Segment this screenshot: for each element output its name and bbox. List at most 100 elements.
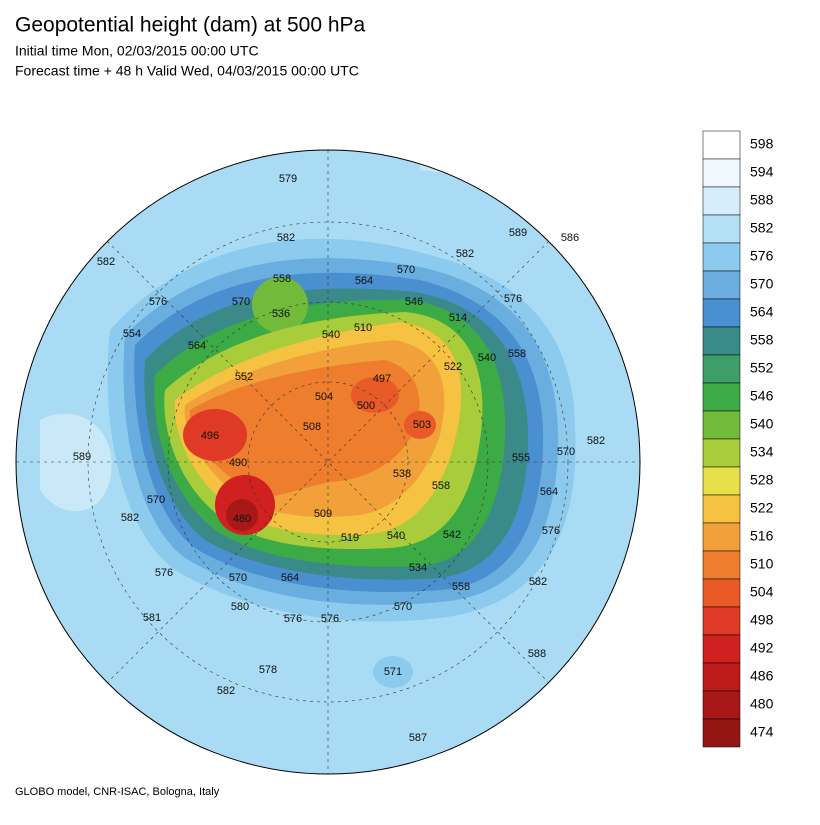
contour-label: 480 bbox=[233, 513, 251, 525]
contour-label: 588 bbox=[528, 648, 546, 660]
colorbar-label: 504 bbox=[750, 584, 774, 600]
contour-label: 571 bbox=[384, 666, 402, 678]
contour-label: 582 bbox=[277, 232, 295, 244]
colorbar-swatch bbox=[702, 354, 741, 384]
contour-label: 509 bbox=[314, 508, 332, 520]
contour-label: 552 bbox=[235, 371, 253, 383]
contour-label: 576 bbox=[542, 525, 560, 537]
initial-time: Initial time Mon, 02/03/2015 00:00 UTC bbox=[15, 43, 259, 59]
colorbar-label: 516 bbox=[750, 528, 774, 544]
contour-label: 576 bbox=[284, 613, 302, 625]
contour-label: 558 bbox=[432, 480, 450, 492]
contour-label: 582 bbox=[217, 685, 235, 697]
contour-label: 582 bbox=[529, 576, 547, 588]
colorbar-swatch bbox=[702, 214, 741, 244]
contour-label: 564 bbox=[281, 572, 299, 584]
contour-label: 504 bbox=[315, 391, 333, 403]
colorbar-swatch bbox=[702, 326, 741, 356]
colorbar-swatch bbox=[702, 522, 741, 552]
contour-label: 558 bbox=[273, 273, 291, 285]
colorbar-swatch bbox=[702, 382, 741, 412]
contour-label: 542 bbox=[443, 529, 461, 541]
contour-label: 578 bbox=[259, 664, 277, 676]
contour-label: 582 bbox=[456, 248, 474, 260]
colorbar-swatch bbox=[702, 494, 741, 524]
colorbar: 598 594 588 582 576 570 564 558 552 546 540 534 528 5… bbox=[702, 130, 774, 748]
colorbar-swatch bbox=[702, 466, 741, 496]
colorbar-label: 474 bbox=[750, 724, 774, 740]
colorbar-swatch bbox=[702, 270, 741, 300]
contour-label: 570 bbox=[557, 446, 575, 458]
footer: GLOBO model, CNR-ISAC, Bologna, Italy bbox=[15, 786, 220, 798]
colorbar-swatch bbox=[702, 242, 741, 272]
contour-label: 497 bbox=[373, 373, 391, 385]
colorbar-label: 540 bbox=[750, 416, 774, 432]
contour-label: 589 bbox=[509, 227, 527, 239]
contour-label: 576 bbox=[504, 293, 522, 305]
contour-label: 582 bbox=[121, 512, 139, 524]
colorbar-label: 486 bbox=[750, 668, 774, 684]
colorbar-label: 546 bbox=[750, 388, 774, 404]
contour-label: 555 bbox=[512, 452, 530, 464]
contour-label: 564 bbox=[355, 275, 373, 287]
contour-label: 576 bbox=[149, 296, 167, 308]
contour-label: 570 bbox=[147, 494, 165, 506]
contour-label: 582 bbox=[587, 435, 605, 447]
map-border bbox=[15, 149, 641, 775]
contour-label: 589 bbox=[73, 451, 91, 463]
contour-label: 570 bbox=[397, 264, 415, 276]
contour-label: 496 bbox=[201, 430, 219, 442]
colorbar-swatch bbox=[702, 158, 741, 188]
colorbar-swatch bbox=[702, 410, 741, 440]
contour-label: 554 bbox=[123, 328, 141, 340]
contour-label: 581 bbox=[143, 612, 161, 624]
colorbar-label: 588 bbox=[750, 192, 774, 208]
colorbar-label: 480 bbox=[750, 696, 774, 712]
colorbar-swatch bbox=[702, 662, 741, 692]
contour-label: 586 bbox=[561, 232, 579, 244]
contour-label: 564 bbox=[540, 486, 558, 498]
contour-label: 534 bbox=[409, 562, 427, 574]
contour-label: 558 bbox=[452, 581, 470, 593]
colorbar-swatch bbox=[702, 186, 741, 216]
contour-label: 540 bbox=[387, 530, 405, 542]
contour-label: 587 bbox=[409, 732, 427, 744]
colorbar-swatch bbox=[702, 634, 741, 664]
colorbar-label: 576 bbox=[750, 248, 774, 264]
contour-label: 540 bbox=[478, 352, 496, 364]
colorbar-label: 564 bbox=[750, 304, 774, 320]
colorbar-swatch bbox=[702, 690, 741, 720]
colorbar-label: 528 bbox=[750, 472, 774, 488]
colorbar-label: 594 bbox=[750, 164, 774, 180]
colorbar-swatch bbox=[702, 438, 741, 468]
contour-label: 580 bbox=[231, 601, 249, 613]
colorbar-label: 534 bbox=[750, 444, 774, 460]
contour-label: 558 bbox=[508, 348, 526, 360]
contour-label: 536 bbox=[272, 308, 290, 320]
title: Geopotential height (dam) at 500 hPa bbox=[15, 14, 366, 37]
contour-label: 538 bbox=[393, 468, 411, 480]
colorbar-label: 582 bbox=[750, 220, 774, 236]
contour-label: 570 bbox=[394, 601, 412, 613]
contour-label: 579 bbox=[279, 173, 297, 185]
contour-label: 500 bbox=[357, 400, 375, 412]
contour-label: 519 bbox=[341, 532, 359, 544]
contour-label: 564 bbox=[188, 340, 206, 352]
contour-label: 582 bbox=[97, 256, 115, 268]
contour-label: 510 bbox=[354, 322, 372, 334]
contour-label: 576 bbox=[321, 613, 339, 625]
contour-label: 503 bbox=[413, 419, 431, 431]
colorbar-label: 510 bbox=[750, 556, 774, 572]
colorbar-label: 552 bbox=[750, 360, 774, 376]
contour-label: 570 bbox=[232, 296, 250, 308]
contour-label: 508 bbox=[303, 421, 321, 433]
contour-label: 546 bbox=[405, 296, 423, 308]
map bbox=[16, 150, 640, 774]
colorbar-swatch bbox=[702, 130, 741, 160]
contour-label: 576 bbox=[155, 567, 173, 579]
colorbar-swatch bbox=[702, 718, 741, 748]
contour-label: 540 bbox=[322, 329, 340, 341]
contour-label: 522 bbox=[444, 361, 462, 373]
colorbar-label: 598 bbox=[750, 136, 774, 152]
colorbar-label: 570 bbox=[750, 276, 774, 292]
